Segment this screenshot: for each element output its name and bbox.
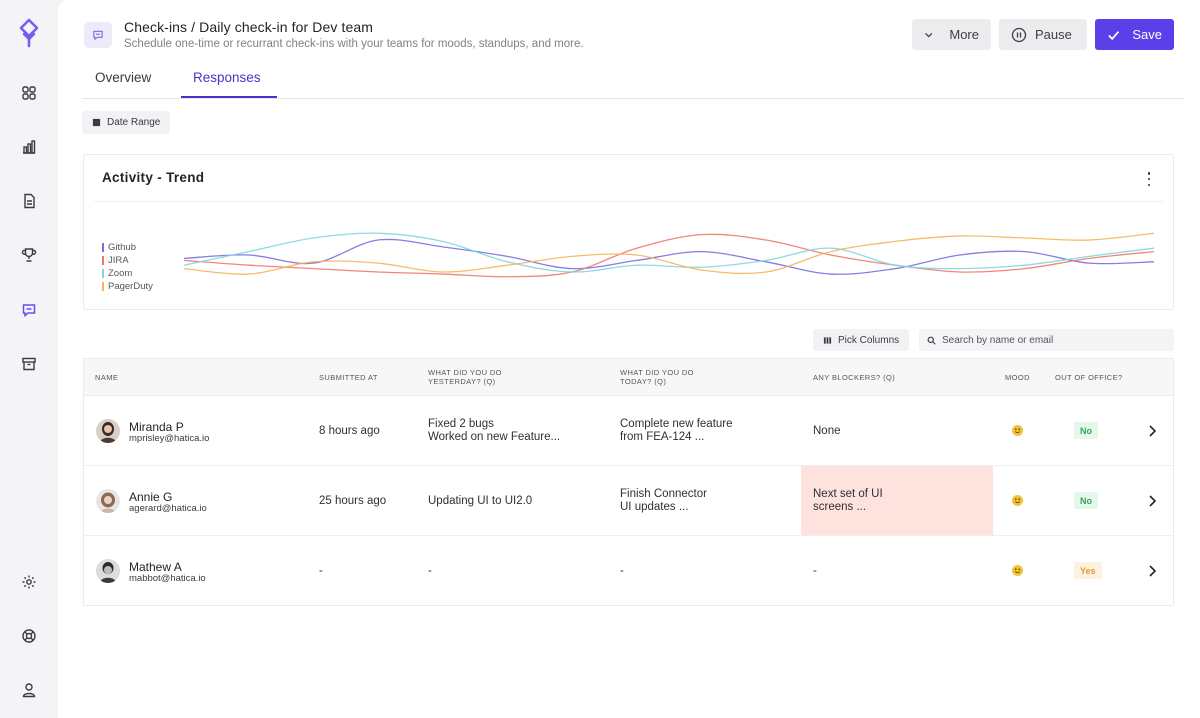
smiley-mood-icon (1012, 565, 1023, 576)
help-icon[interactable] (19, 626, 39, 646)
legend-item-pagerduty: PagerDuty (102, 280, 153, 293)
columns-icon (823, 336, 832, 344)
date-range-button[interactable]: Date Range (82, 111, 171, 134)
col-name[interactable]: Name (95, 373, 119, 382)
smiley-mood-icon (1012, 495, 1023, 506)
save-label: Save (1132, 27, 1162, 42)
ooo-badge: No (1074, 492, 1098, 509)
settings-icon[interactable] (19, 572, 39, 592)
page-subtitle: Schedule one-time or recurrant check-ins… (124, 38, 584, 50)
logo-icon[interactable] (15, 18, 43, 48)
pause-label: Pause (1035, 27, 1072, 42)
chevron-right-icon[interactable] (1146, 424, 1158, 438)
search-icon (927, 336, 936, 345)
ooo-badge: Yes (1074, 562, 1102, 579)
checkin-chat-icon (84, 22, 112, 48)
chevron-right-icon[interactable] (1146, 494, 1158, 508)
pause-icon (1011, 27, 1027, 42)
legend-item-zoom: Zoom (102, 267, 153, 280)
submitted-at: - (319, 565, 323, 577)
user-name: Mathew A (129, 560, 182, 574)
archive-icon[interactable] (19, 354, 39, 374)
col-yesterday[interactable]: What did you do yesterday? (Q) (428, 368, 502, 386)
dashboard-icon[interactable] (19, 83, 39, 103)
chevron-right-icon[interactable] (1146, 564, 1158, 578)
avatar (96, 489, 120, 513)
trophy-icon[interactable] (19, 245, 39, 265)
tab-responses[interactable]: Responses (181, 70, 277, 98)
user-email: agerard@hatica.io (129, 503, 207, 514)
today-answer: Finish Connector UI updates ... (620, 488, 707, 513)
chart-legend: Github JIRA Zoom PagerDuty (102, 241, 153, 293)
search-input[interactable] (942, 334, 1162, 346)
user-email: mprisley@hatica.io (129, 433, 210, 444)
user-name: Miranda P (129, 420, 184, 434)
tab-overview[interactable]: Overview (95, 70, 152, 85)
avatar (96, 559, 120, 583)
activity-trend-card: Activity - Trend Github JIRA Zoom PagerD… (83, 154, 1174, 310)
document-icon[interactable] (19, 191, 39, 211)
table-row[interactable]: Annie G agerard@hatica.io 25 hours ago U… (84, 466, 1173, 536)
smiley-mood-icon (1012, 425, 1023, 436)
more-button[interactable]: More (912, 19, 991, 50)
chat-icon[interactable] (19, 300, 39, 320)
page-title: Check-ins / Daily check-in for Dev team (124, 19, 373, 35)
pick-columns-label: Pick Columns (838, 334, 900, 346)
submitted-at: 25 hours ago (319, 495, 387, 507)
responses-table: Name Submitted at What did you do yester… (83, 358, 1174, 606)
col-submitted-at[interactable]: Submitted at (319, 373, 378, 382)
blockers-answer: Next set of UI screens ... (813, 488, 883, 513)
trend-line-chart (184, 232, 1154, 278)
avatar (96, 419, 120, 443)
ooo-badge: No (1074, 422, 1098, 439)
col-mood[interactable]: Mood (1005, 373, 1030, 382)
bar-chart-icon[interactable] (19, 137, 39, 157)
search-box[interactable] (919, 329, 1174, 351)
user-icon[interactable] (19, 680, 39, 700)
chevron-down-icon (925, 32, 933, 37)
calendar-icon (92, 118, 101, 127)
table-row[interactable]: Mathew A mabbot@hatica.io - - - - Yes (84, 536, 1173, 606)
col-blockers[interactable]: Any blockers? (Q) (813, 373, 896, 382)
yesterday-answer: - (428, 565, 432, 577)
more-label: More (949, 27, 979, 42)
user-email: mabbot@hatica.io (129, 573, 206, 584)
check-icon (1108, 30, 1120, 40)
date-range-label: Date Range (107, 117, 161, 128)
blocker-highlight (801, 466, 993, 535)
table-row[interactable]: Miranda P mprisley@hatica.io 8 hours ago… (84, 396, 1173, 466)
sidebar (0, 0, 58, 718)
kebab-menu-icon[interactable] (1143, 172, 1155, 186)
series-line-pagerduty (184, 232, 1154, 275)
yesterday-answer: Fixed 2 bugs Worked on new Feature... (428, 418, 561, 443)
card-divider (94, 201, 1163, 202)
main-panel: Check-ins / Daily check-in for Dev team … (58, 0, 1200, 718)
yesterday-answer: Updating UI to UI2.0 (428, 495, 533, 507)
blockers-answer: None (813, 425, 841, 437)
save-button[interactable]: Save (1095, 19, 1174, 50)
pause-button[interactable]: Pause (999, 19, 1087, 50)
user-name: Annie G (129, 490, 173, 504)
submitted-at: 8 hours ago (319, 425, 380, 437)
blockers-answer: - (813, 565, 817, 577)
series-line-zoom (184, 232, 1154, 273)
series-line-jira (184, 233, 1154, 278)
legend-item-github: Github (102, 241, 153, 254)
today-answer: - (620, 565, 624, 577)
chart-title: Activity - Trend (102, 170, 205, 185)
legend-item-jira: JIRA (102, 254, 153, 267)
series-line-github (184, 238, 1154, 275)
col-today[interactable]: What did you do today? (Q) (620, 368, 694, 386)
tab-bar: Overview Responses (82, 62, 1184, 99)
table-header: Name Submitted at What did you do yester… (84, 358, 1173, 396)
col-out-of-office[interactable]: Out of office? (1055, 373, 1123, 382)
pick-columns-button[interactable]: Pick Columns (813, 329, 910, 351)
today-answer: Complete new feature from FEA-124 ... (620, 418, 733, 443)
